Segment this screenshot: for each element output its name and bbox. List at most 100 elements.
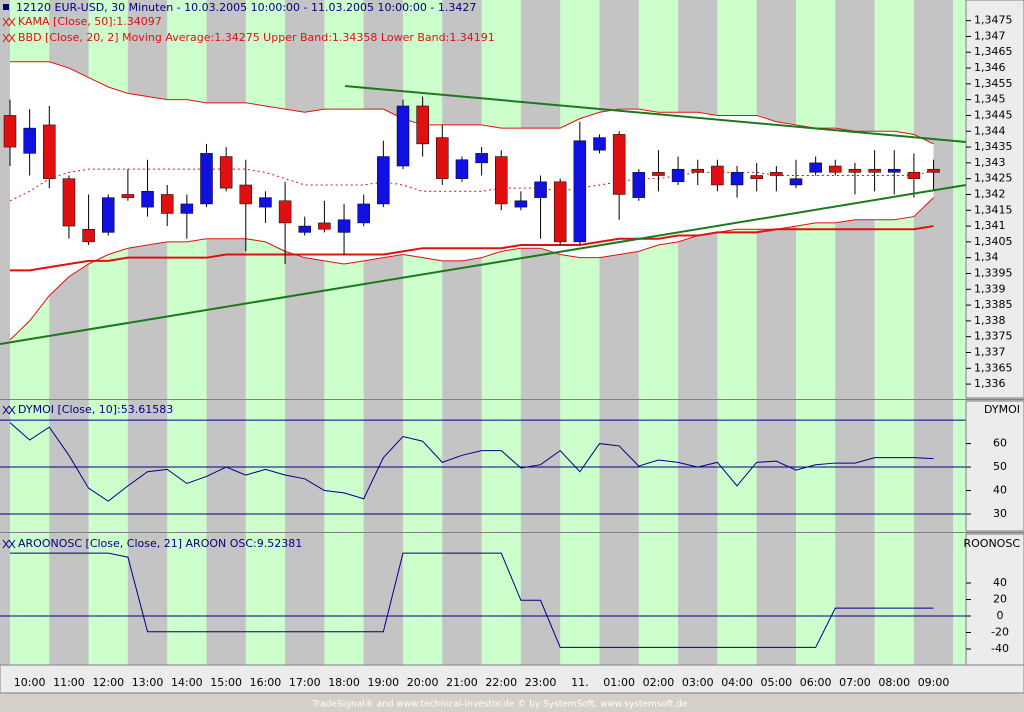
axis-label: DYMOI <box>984 403 1020 416</box>
time-band <box>520 533 561 665</box>
time-band <box>874 533 914 665</box>
candle-body <box>337 219 351 233</box>
candle-body <box>278 200 292 224</box>
marks <box>0 61 966 648</box>
time-band <box>953 533 966 665</box>
time-band <box>363 400 403 532</box>
x-tick-label: 20:00 <box>407 676 439 689</box>
kama-line <box>10 225 934 272</box>
candle-body <box>888 168 901 173</box>
time-band <box>913 400 954 532</box>
y-tick-label: 1,344 <box>974 124 1006 137</box>
x-tick-label: 03:00 <box>682 676 714 689</box>
y-tick-label: 1,345 <box>974 93 1006 106</box>
y-tick-label: 30 <box>993 507 1007 520</box>
candle-body <box>180 203 194 214</box>
time-band <box>599 533 639 665</box>
time-band <box>127 533 168 665</box>
x-tick-label: 02:00 <box>643 676 675 689</box>
x-tick-label: 17:00 <box>289 676 321 689</box>
y-tick-label: -20 <box>991 626 1009 639</box>
dymoi-axis <box>965 400 1024 532</box>
x-tick-label: 22:00 <box>485 676 517 689</box>
candle-body <box>436 137 449 179</box>
axes: 10:00 11:00 12:00 13:00 14:00 15:00 16:00 17:00… <box>14 14 1013 689</box>
y-tick-label: 1,341 <box>974 219 1006 232</box>
time-band <box>481 533 521 665</box>
candle-body <box>612 134 626 195</box>
trend-line <box>344 85 967 143</box>
y-tick-label: 1,3425 <box>974 172 1013 185</box>
time-band <box>245 533 286 665</box>
y-tick-label: 1,347 <box>974 29 1006 42</box>
y-tick-label: 1,3375 <box>974 330 1013 343</box>
candle-body <box>416 105 429 145</box>
time-band <box>678 400 718 532</box>
candle-body <box>691 168 704 173</box>
candle-body <box>652 172 665 176</box>
candle-body <box>632 172 646 198</box>
legend-entry: KAMA [Close, 50]:1.34097 <box>18 15 162 28</box>
time-axis <box>0 664 1024 694</box>
time-band <box>717 533 757 665</box>
candle-body <box>82 228 95 243</box>
x-tick-label: 13:00 <box>132 676 164 689</box>
time-band <box>638 533 679 665</box>
candle-body <box>200 153 213 205</box>
x-tick-label: 08:00 <box>878 676 910 689</box>
time-band <box>285 533 325 665</box>
time-band <box>0 0 10 399</box>
aroon-axis <box>965 533 1024 666</box>
time-band <box>167 400 207 532</box>
time-band <box>560 400 600 532</box>
time-band <box>913 533 954 665</box>
y-tick-label: 1,3395 <box>974 266 1013 279</box>
candle-body <box>62 178 76 227</box>
time-band <box>0 533 10 665</box>
candle-body <box>318 222 331 230</box>
x-tick-label: 15:00 <box>210 676 242 689</box>
candle-body <box>711 165 724 186</box>
candle-body <box>455 159 469 179</box>
time-band <box>560 533 600 665</box>
y-tick-label: 50 <box>993 460 1007 473</box>
time-band <box>481 400 521 532</box>
time-band <box>442 400 482 532</box>
time-band <box>403 400 443 532</box>
y-tick-label: 40 <box>993 576 1007 589</box>
time-band <box>88 533 128 665</box>
candle-body <box>907 172 921 179</box>
time-band <box>442 533 482 665</box>
legend-icon <box>2 17 16 43</box>
x-tick-label: 11:00 <box>53 676 85 689</box>
chart-title: 12120 EUR-USD, 30 Minuten - 10.03.2005 1… <box>16 1 476 14</box>
legend-icon <box>2 405 16 549</box>
candle-body <box>770 172 783 176</box>
y-tick-label: 1,3445 <box>974 108 1013 121</box>
x-tick-label: 23:00 <box>525 676 557 689</box>
candle-body <box>927 168 940 173</box>
candle-body <box>750 175 763 179</box>
time-band <box>10 400 50 532</box>
candle-body <box>829 165 842 173</box>
time-band <box>520 400 561 532</box>
time-band <box>756 400 796 532</box>
x-tick-label: 06:00 <box>800 676 832 689</box>
candle-body <box>357 203 370 224</box>
x-tick-label: 16:00 <box>250 676 282 689</box>
panel-title: DYMOI [Close, 10]:53.61583 <box>18 403 173 416</box>
time-band <box>285 400 325 532</box>
candle-body <box>868 168 881 173</box>
x-tick-label: 12:00 <box>92 676 124 689</box>
time-band <box>756 533 796 665</box>
candle-body <box>298 225 311 233</box>
candle-body <box>3 115 17 148</box>
upper-band <box>10 61 934 145</box>
y-tick-label: 1,3465 <box>974 45 1013 58</box>
time-band <box>127 400 168 532</box>
band-fill <box>10 61 934 340</box>
time-band <box>245 400 286 532</box>
time-band <box>324 533 364 665</box>
y-tick-label: 60 <box>993 437 1007 450</box>
candle-body <box>495 156 508 205</box>
